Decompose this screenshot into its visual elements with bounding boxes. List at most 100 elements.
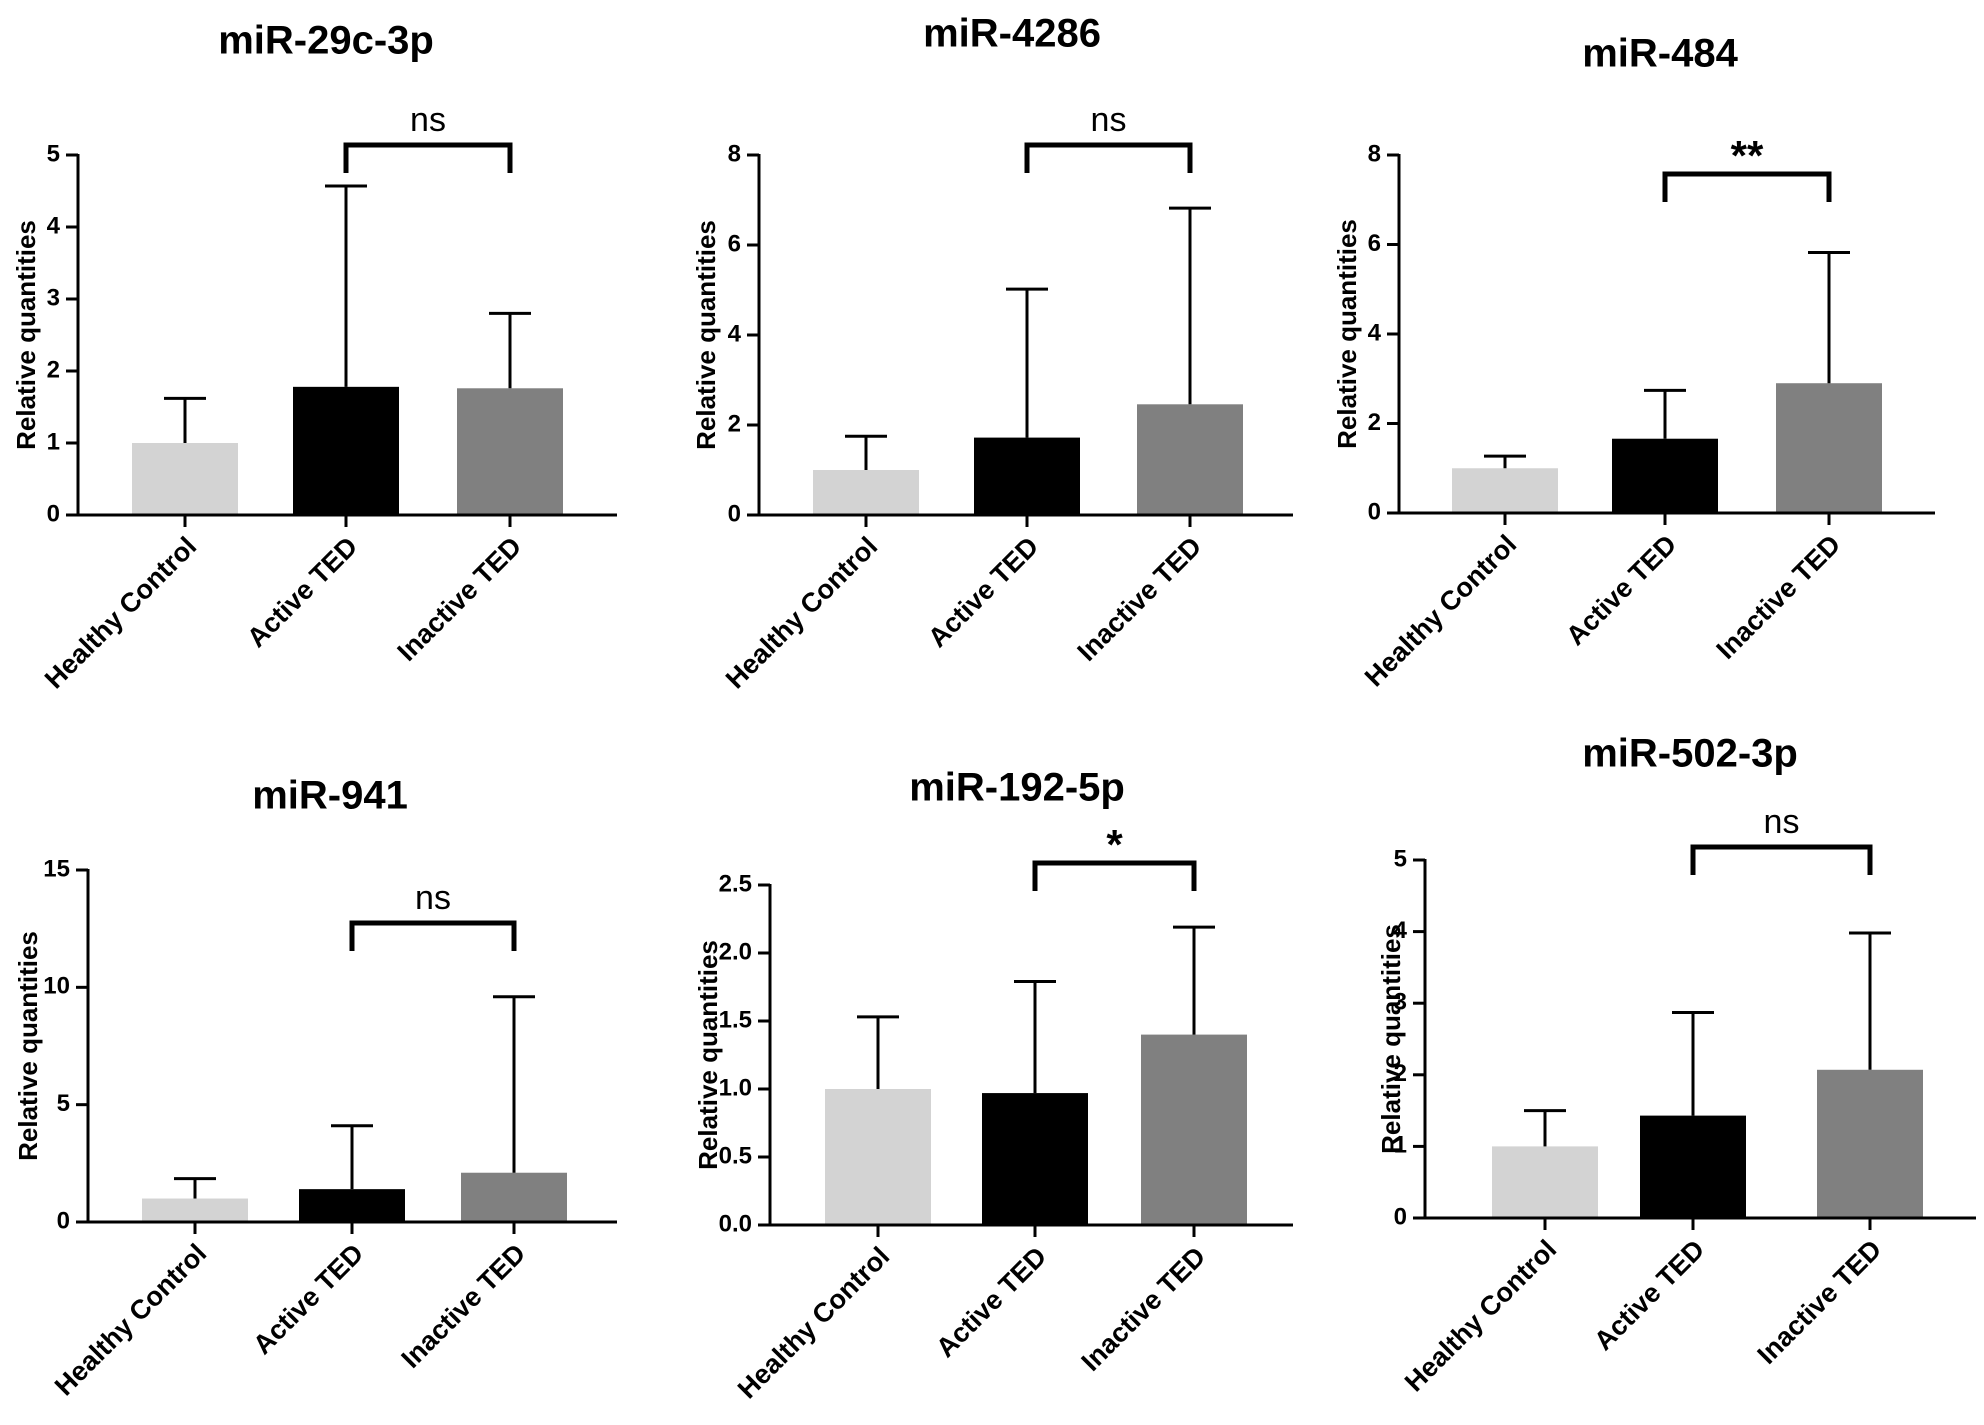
y-tick-label: 4 xyxy=(728,320,742,347)
significance-bracket xyxy=(349,920,517,951)
x-tick-label: Inactive TED xyxy=(1071,531,1207,667)
bar-inactive-ted xyxy=(1817,1069,1923,1218)
x-tick-label: Healthy Control xyxy=(720,531,883,694)
y-tick-label: 2.5 xyxy=(719,870,752,897)
significance-bracket xyxy=(1024,142,1193,173)
y-tick-label: 3 xyxy=(47,284,60,311)
chart-panel-6: miR-502-3p Relative quantities 0 1 2 3 4 5 Healt… xyxy=(1376,732,1976,1397)
y-tick-label: 8 xyxy=(1368,140,1381,167)
y-tick-label: 5 xyxy=(57,1090,70,1117)
y-tick-label: 0 xyxy=(47,500,60,527)
y-tick-label: 0 xyxy=(728,500,741,527)
significance-label: ** xyxy=(1731,132,1764,179)
y-axis-label: Relative quantities xyxy=(13,931,43,1161)
y-axis-label: Relative quantities xyxy=(691,220,721,450)
y-tick-label: 2 xyxy=(728,410,741,437)
x-tick-label: Active TED xyxy=(241,531,363,653)
chart-panel-4: miR-941 Relative quantities 0 5 10 15 Healthy … xyxy=(13,774,617,1401)
y-tick-label: 0 xyxy=(1368,498,1381,525)
y-tick-label: 1.5 xyxy=(719,1006,752,1033)
bar-inactive-ted xyxy=(1137,404,1243,515)
y-tick-label: 0.5 xyxy=(719,1142,752,1169)
bar-inactive-ted xyxy=(457,388,563,515)
chart-title: miR-941 xyxy=(252,774,408,818)
chart-title: miR-484 xyxy=(1582,32,1738,76)
y-tick-label: 5 xyxy=(1394,845,1407,872)
bar-healthy-control xyxy=(1452,468,1558,513)
y-tick-label: 2 xyxy=(1394,1060,1407,1087)
significance-label: ns xyxy=(1764,803,1800,841)
x-tick-label: Active TED xyxy=(247,1238,369,1360)
x-tick-label: Inactive TED xyxy=(395,1238,531,1374)
bar-active-ted xyxy=(1640,1115,1746,1218)
significance-label: ns xyxy=(410,101,446,139)
significance-bracket xyxy=(1690,844,1873,875)
y-tick-label: 3 xyxy=(1394,989,1407,1016)
y-tick-label: 1 xyxy=(47,428,60,455)
chart-title: miR-192-5p xyxy=(909,766,1125,810)
y-tick-label: 1 xyxy=(1394,1132,1407,1159)
x-tick-label: Active TED xyxy=(930,1241,1052,1363)
significance-label: * xyxy=(1106,821,1123,868)
x-tick-label: Healthy Control xyxy=(732,1241,895,1404)
bar-healthy-control xyxy=(825,1089,931,1225)
x-tick-label: Inactive TED xyxy=(391,531,527,667)
chart-title: miR-4286 xyxy=(923,12,1101,56)
chart-panel-2: miR-4286 Relative quantities 0 2 4 6 8 Healthy … xyxy=(691,12,1293,694)
y-tick-label: 6 xyxy=(728,230,741,257)
chart-panel-3: miR-484 Relative quantities 0 2 4 6 8 Healthy C… xyxy=(1332,32,1935,692)
significance-label: ns xyxy=(415,879,451,917)
y-tick-label: 4 xyxy=(47,212,61,239)
y-tick-label: 4 xyxy=(1394,917,1408,944)
bar-healthy-control xyxy=(142,1198,248,1222)
x-tick-label: Inactive TED xyxy=(1751,1234,1887,1370)
significance-bracket xyxy=(1662,171,1832,202)
x-tick-label: Active TED xyxy=(1560,529,1682,651)
x-tick-label: Inactive TED xyxy=(1710,529,1846,665)
y-tick-label: 5 xyxy=(47,140,60,167)
bar-inactive-ted xyxy=(461,1172,567,1222)
bar-healthy-control xyxy=(813,470,919,515)
chart-title: miR-502-3p xyxy=(1582,732,1798,776)
bar-active-ted xyxy=(974,437,1080,515)
bar-active-ted xyxy=(1612,438,1718,513)
bar-healthy-control xyxy=(1492,1146,1598,1218)
significance-bracket xyxy=(1032,860,1197,891)
x-tick-label: Active TED xyxy=(1588,1234,1710,1356)
chart-panel-5: miR-192-5p Relative quantities 0.0 0.5 1.0 1.… xyxy=(693,766,1293,1404)
y-tick-label: 8 xyxy=(728,140,741,167)
y-tick-label: 2 xyxy=(1368,409,1381,436)
y-tick-label: 1.0 xyxy=(719,1074,752,1101)
x-tick-label: Active TED xyxy=(922,531,1044,653)
bar-active-ted xyxy=(299,1189,405,1222)
chart-title: miR-29c-3p xyxy=(218,19,434,63)
y-axis-label: Relative quantities xyxy=(1376,924,1406,1154)
x-tick-label: Healthy Control xyxy=(1399,1234,1562,1397)
y-axis-label: Relative quantities xyxy=(693,940,723,1170)
bar-active-ted xyxy=(982,1093,1088,1225)
x-tick-label: Inactive TED xyxy=(1075,1241,1211,1377)
y-tick-label: 0 xyxy=(57,1207,70,1234)
bar-inactive-ted xyxy=(1776,383,1882,513)
x-tick-label: Healthy Control xyxy=(49,1238,212,1401)
bar-active-ted xyxy=(293,386,399,515)
significance-label: ns xyxy=(1091,101,1127,139)
y-tick-label: 10 xyxy=(43,973,70,1000)
bar-inactive-ted xyxy=(1141,1034,1247,1225)
y-axis-label: Relative quantities xyxy=(1332,219,1362,449)
bar-healthy-control xyxy=(132,443,238,515)
chart-panel-1: miR-29c-3p Relative quantities 0 1 2 3 4 5 Healt… xyxy=(11,19,617,694)
y-axis-label: Relative quantities xyxy=(11,220,41,450)
y-tick-label: 0.0 xyxy=(719,1210,752,1237)
x-tick-label: Healthy Control xyxy=(1359,529,1522,692)
y-tick-label: 15 xyxy=(43,855,70,882)
significance-bracket xyxy=(343,142,513,173)
y-tick-label: 4 xyxy=(1368,319,1382,346)
y-tick-label: 6 xyxy=(1368,230,1381,257)
y-tick-label: 0 xyxy=(1394,1203,1407,1230)
y-tick-label: 2 xyxy=(47,356,60,383)
y-tick-label: 2.0 xyxy=(719,938,752,965)
x-tick-label: Healthy Control xyxy=(39,531,202,694)
